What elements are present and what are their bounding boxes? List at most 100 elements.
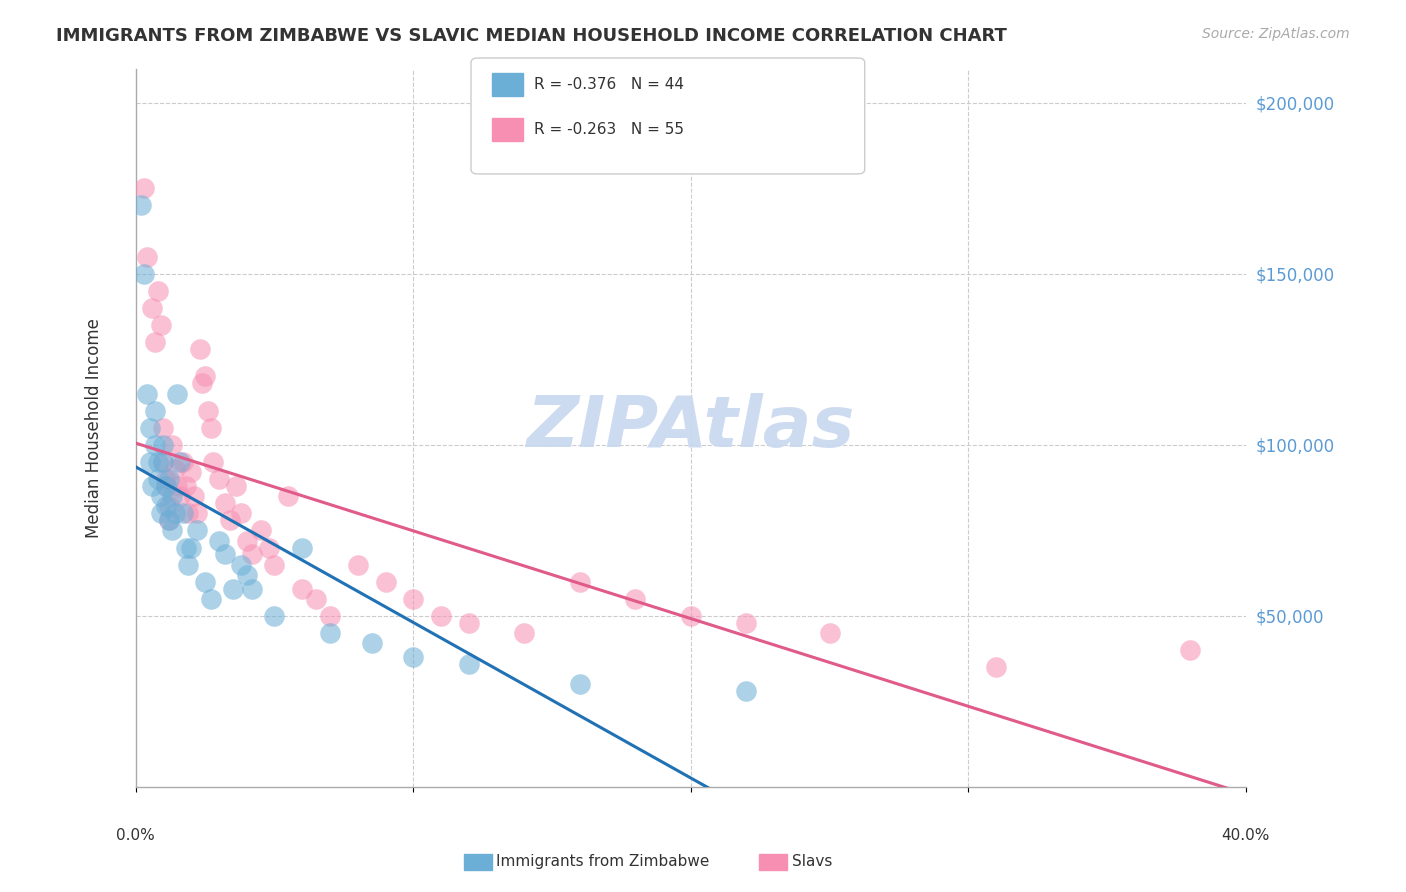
- Point: [169, 489, 191, 503]
- Point: [513, 626, 536, 640]
- Point: [240, 582, 263, 596]
- Point: [984, 660, 1007, 674]
- Point: [219, 513, 242, 527]
- Point: [132, 181, 155, 195]
- Point: [208, 472, 231, 486]
- Point: [249, 524, 271, 538]
- Point: [402, 591, 425, 606]
- Point: [138, 455, 160, 469]
- Point: [319, 609, 342, 624]
- Point: [624, 591, 647, 606]
- Point: [191, 376, 214, 391]
- Point: [231, 506, 253, 520]
- Point: [146, 472, 169, 486]
- Point: [172, 506, 194, 520]
- Point: [263, 609, 285, 624]
- Point: [214, 496, 236, 510]
- Point: [457, 657, 479, 671]
- Point: [172, 455, 194, 469]
- Point: [291, 582, 314, 596]
- Point: [132, 267, 155, 281]
- Point: [257, 541, 280, 555]
- Point: [240, 548, 263, 562]
- Point: [180, 465, 202, 479]
- Point: [818, 626, 841, 640]
- Point: [149, 489, 172, 503]
- Point: [143, 403, 166, 417]
- Point: [263, 558, 285, 572]
- Point: [214, 548, 236, 562]
- Point: [188, 342, 211, 356]
- Point: [346, 558, 368, 572]
- Point: [235, 533, 257, 548]
- Point: [152, 455, 174, 469]
- Text: 0.0%: 0.0%: [117, 828, 155, 843]
- Text: Immigrants from Zimbabwe: Immigrants from Zimbabwe: [496, 855, 710, 869]
- Point: [155, 479, 177, 493]
- Point: [169, 455, 191, 469]
- Point: [360, 636, 382, 650]
- Point: [141, 301, 163, 315]
- Point: [177, 506, 200, 520]
- Point: [143, 438, 166, 452]
- Point: [1180, 643, 1202, 657]
- Point: [277, 489, 299, 503]
- Point: [194, 574, 217, 589]
- Point: [174, 541, 197, 555]
- Point: [374, 574, 396, 589]
- Point: [157, 472, 180, 486]
- Point: [146, 284, 169, 298]
- Point: [679, 609, 702, 624]
- Point: [222, 582, 245, 596]
- Text: Source: ZipAtlas.com: Source: ZipAtlas.com: [1202, 27, 1350, 41]
- Point: [166, 479, 188, 493]
- Point: [163, 506, 186, 520]
- Point: [197, 403, 219, 417]
- Point: [157, 500, 180, 514]
- Point: [143, 335, 166, 350]
- Point: [735, 615, 758, 630]
- Point: [160, 524, 183, 538]
- Point: [157, 513, 180, 527]
- Point: [402, 650, 425, 665]
- Point: [152, 421, 174, 435]
- Point: [160, 438, 183, 452]
- Point: [152, 438, 174, 452]
- Point: [146, 455, 169, 469]
- Point: [163, 462, 186, 476]
- Text: Slavs: Slavs: [792, 855, 832, 869]
- Point: [231, 558, 253, 572]
- Point: [194, 369, 217, 384]
- Text: Median Household Income: Median Household Income: [84, 318, 103, 538]
- Point: [155, 479, 177, 493]
- Point: [155, 500, 177, 514]
- Point: [568, 574, 591, 589]
- Point: [430, 609, 453, 624]
- Point: [186, 506, 208, 520]
- Text: 40.0%: 40.0%: [1222, 828, 1270, 843]
- Point: [152, 455, 174, 469]
- Point: [305, 591, 328, 606]
- Point: [174, 479, 197, 493]
- Point: [135, 386, 157, 401]
- Point: [225, 479, 247, 493]
- Point: [177, 558, 200, 572]
- Point: [141, 479, 163, 493]
- Point: [291, 541, 314, 555]
- Point: [149, 318, 172, 333]
- Point: [235, 568, 257, 582]
- Text: IMMIGRANTS FROM ZIMBABWE VS SLAVIC MEDIAN HOUSEHOLD INCOME CORRELATION CHART: IMMIGRANTS FROM ZIMBABWE VS SLAVIC MEDIA…: [56, 27, 1007, 45]
- Point: [186, 524, 208, 538]
- Point: [157, 513, 180, 527]
- Point: [160, 489, 183, 503]
- Point: [735, 684, 758, 698]
- Point: [138, 421, 160, 435]
- Point: [208, 533, 231, 548]
- Point: [166, 386, 188, 401]
- Point: [200, 591, 222, 606]
- Point: [202, 455, 225, 469]
- Text: ZIPAtlas: ZIPAtlas: [527, 393, 855, 462]
- Point: [183, 489, 205, 503]
- Text: R = -0.376   N = 44: R = -0.376 N = 44: [534, 78, 685, 92]
- Point: [568, 677, 591, 691]
